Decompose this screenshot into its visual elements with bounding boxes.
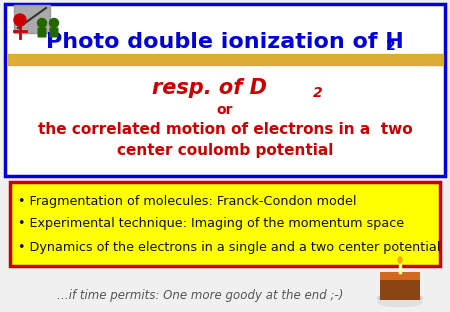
Text: …if time permits: One more goody at the end ;-): …if time permits: One more goody at the … bbox=[57, 290, 343, 303]
Text: • Fragmentation of molecules: Franck-Condon model: • Fragmentation of molecules: Franck-Con… bbox=[18, 196, 356, 208]
FancyBboxPatch shape bbox=[380, 278, 420, 300]
FancyBboxPatch shape bbox=[380, 272, 420, 280]
Ellipse shape bbox=[378, 294, 422, 303]
Ellipse shape bbox=[378, 298, 422, 306]
Text: resp. of D: resp. of D bbox=[153, 78, 267, 98]
Text: Photo double ionization of H: Photo double ionization of H bbox=[46, 32, 404, 52]
FancyBboxPatch shape bbox=[50, 27, 58, 37]
Text: 2: 2 bbox=[386, 39, 396, 53]
FancyBboxPatch shape bbox=[14, 5, 50, 33]
FancyBboxPatch shape bbox=[10, 182, 440, 266]
Text: 2: 2 bbox=[313, 86, 323, 100]
Text: center coulomb potential: center coulomb potential bbox=[117, 144, 333, 158]
FancyBboxPatch shape bbox=[37, 27, 46, 37]
Circle shape bbox=[14, 14, 26, 26]
Circle shape bbox=[37, 18, 46, 27]
Text: • Dynamics of the electrons in a single and a two center potential: • Dynamics of the electrons in a single … bbox=[18, 241, 441, 255]
Text: the correlated motion of electrons in a  two: the correlated motion of electrons in a … bbox=[38, 123, 412, 138]
Circle shape bbox=[50, 18, 58, 27]
Ellipse shape bbox=[398, 257, 402, 263]
FancyBboxPatch shape bbox=[5, 4, 445, 176]
Text: or: or bbox=[217, 103, 233, 117]
Text: • Experimental technique: Imaging of the momentum space: • Experimental technique: Imaging of the… bbox=[18, 217, 404, 231]
